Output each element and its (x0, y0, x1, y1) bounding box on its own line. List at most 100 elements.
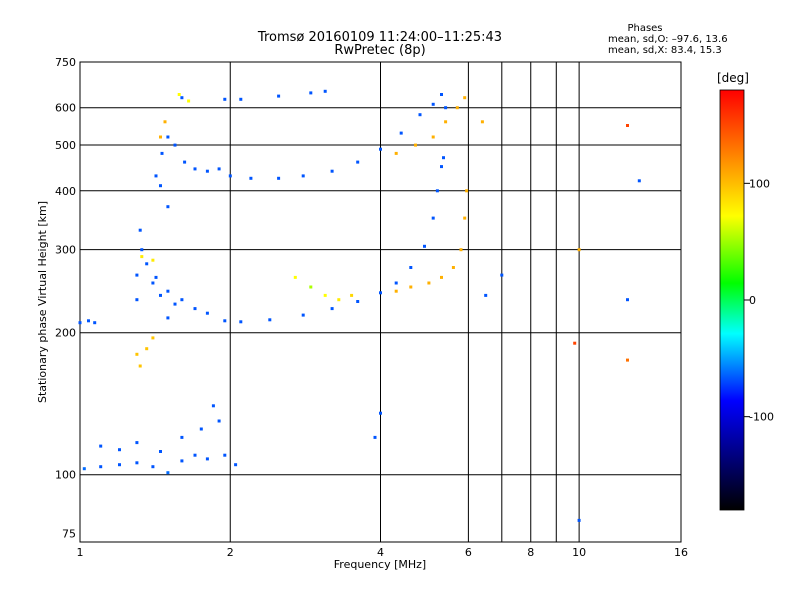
echo-point (151, 281, 155, 285)
y-axis-label: Stationary phase Virtual Height [km] (36, 201, 49, 403)
y-tick-label: 75 (62, 528, 76, 541)
echo-point (323, 293, 327, 297)
echo-point (135, 441, 139, 445)
echo-point (154, 275, 158, 279)
echo-point (180, 96, 184, 100)
y-tick-label: 200 (55, 327, 76, 340)
echo-point (480, 120, 484, 124)
phases-mean-o: mean, sd,O: –97.6, 13.6 (608, 34, 728, 45)
echo-point (135, 352, 139, 356)
echo-point (350, 293, 354, 297)
echo-point (173, 302, 177, 306)
y-tick-label: 500 (55, 139, 76, 152)
echo-point (418, 113, 422, 117)
x-tick-label: 2 (227, 546, 234, 559)
x-tick-label: 8 (527, 546, 534, 559)
echo-point (465, 189, 469, 193)
echo-point (193, 307, 197, 311)
x-axis-ticks: 1 2 4 6 8 10 16 (77, 546, 689, 559)
echo-point (99, 465, 103, 469)
echo-point (435, 189, 439, 193)
echo-point (180, 435, 184, 439)
echo-point (431, 216, 435, 220)
chart-subtitle: RwPretec (8p) (334, 43, 425, 58)
echo-point (151, 258, 155, 262)
echo-point (463, 216, 467, 220)
echo-point (205, 169, 209, 173)
echo-point (166, 135, 170, 139)
y-tick-label: 600 (55, 102, 76, 115)
echo-point (223, 453, 227, 457)
echo-point (154, 174, 158, 178)
echo-point (409, 266, 413, 269)
phases-heading: Phases (627, 23, 662, 34)
echo-point (444, 120, 448, 124)
echo-point (459, 248, 463, 252)
echo-point (337, 298, 341, 302)
echo-point (356, 300, 360, 303)
echo-point (140, 255, 144, 259)
echo-point (159, 184, 162, 188)
y-axis-ticks: 75 100 200 300 400 500 600 750 (55, 56, 76, 541)
chart-title: Tromsø 20160109 11:24:00–11:25:43 (257, 30, 502, 45)
colorbar-ticks: 100 0 -100 (744, 177, 774, 424)
grid-lines (79, 61, 682, 542)
echo-point (293, 275, 297, 279)
echo-point (637, 179, 641, 183)
echo-point (211, 404, 215, 408)
echo-point (228, 174, 232, 178)
echo-point (277, 176, 281, 180)
colorbar-tick-label: 0 (749, 294, 756, 307)
echo-point (427, 281, 431, 285)
echo-point (166, 289, 170, 293)
echo-point (135, 273, 139, 277)
echo-point (217, 167, 221, 171)
y-tick-label: 100 (55, 469, 76, 482)
echo-point (301, 313, 305, 317)
echo-point (440, 275, 443, 279)
echo-point (93, 321, 97, 325)
echo-point (187, 99, 191, 103)
echo-point (626, 358, 629, 362)
echo-point (440, 93, 443, 96)
echo-point (573, 341, 577, 345)
echo-point (234, 463, 238, 467)
echo-point (138, 228, 142, 232)
echo-point (577, 248, 581, 252)
echo-point (118, 448, 121, 452)
x-tick-label: 4 (377, 546, 384, 559)
x-tick-label: 6 (465, 546, 472, 559)
echo-point (135, 298, 139, 302)
y-tick-label: 300 (55, 244, 76, 257)
echo-point (373, 435, 377, 439)
echo-point (394, 289, 398, 293)
echo-point (277, 94, 281, 98)
echo-point (138, 364, 142, 368)
echo-point (145, 262, 149, 266)
echo-point (145, 347, 149, 351)
y-tick-label: 750 (55, 56, 76, 69)
echo-point (166, 205, 170, 209)
echo-point (431, 135, 435, 139)
colorbar-tick-label: 100 (749, 177, 770, 190)
echo-point (205, 457, 209, 461)
echo-point (451, 266, 455, 269)
x-tick-label: 10 (572, 546, 586, 559)
echo-point (82, 467, 86, 471)
echo-point (249, 176, 253, 180)
colorbar-tick-label: -100 (749, 411, 774, 424)
echo-point (500, 273, 504, 277)
echo-point (151, 336, 155, 340)
echo-point (444, 106, 448, 110)
echo-point (394, 281, 398, 285)
echo-point (626, 298, 629, 302)
echo-point (399, 131, 403, 135)
echo-point (309, 285, 313, 289)
echo-point (239, 320, 243, 324)
echo-point (159, 293, 162, 297)
echo-point (394, 151, 398, 155)
echo-point (463, 96, 467, 100)
echo-point (626, 124, 629, 127)
echo-point (431, 102, 435, 106)
echo-point (330, 307, 334, 311)
